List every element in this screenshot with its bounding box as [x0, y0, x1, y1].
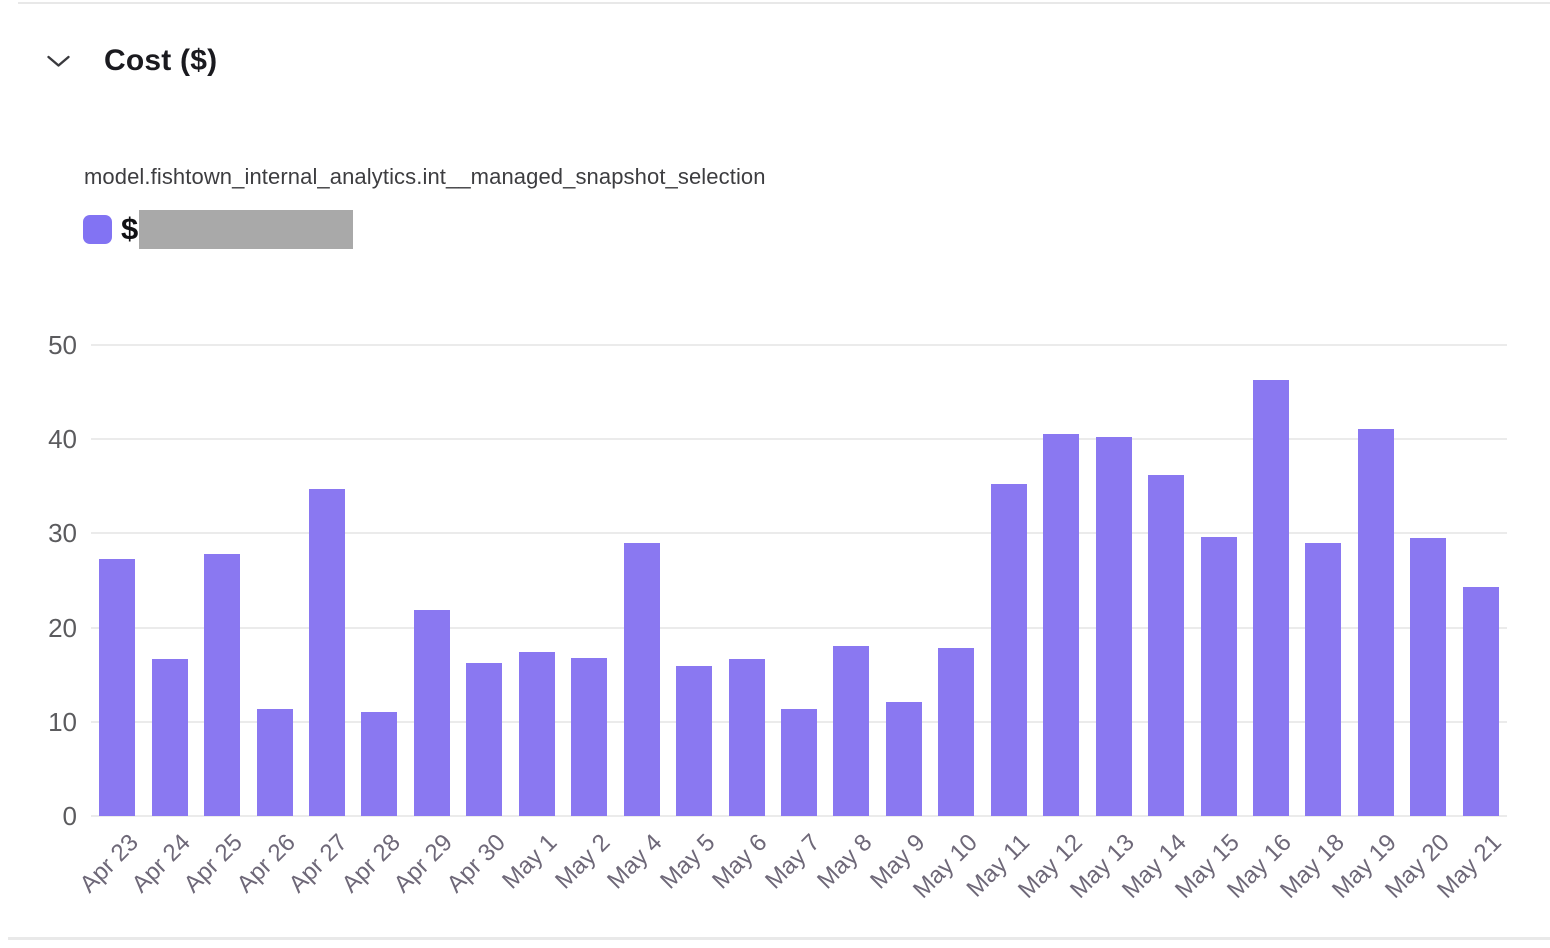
bar[interactable]	[991, 484, 1027, 816]
bar[interactable]	[1201, 537, 1237, 816]
y-axis-tick-label: 50	[48, 330, 77, 360]
y-axis-tick-label: 30	[48, 518, 77, 549]
bar[interactable]	[1253, 380, 1289, 816]
bar[interactable]	[466, 663, 502, 816]
redacted-value	[139, 209, 354, 249]
bar[interactable]	[361, 712, 397, 816]
gridline	[91, 438, 1507, 441]
x-axis-tick-label: May 2	[550, 829, 616, 895]
x-axis-tick-label: Apr 25	[179, 829, 249, 899]
x-axis-tick-label: May 5	[654, 829, 721, 895]
x-axis-tick-label: May 4	[602, 829, 668, 895]
legend-swatch	[83, 214, 112, 244]
x-axis-tick-label: Apr 29	[388, 829, 458, 899]
x-axis-tick-label: May 8	[812, 829, 878, 895]
bar[interactable]	[938, 648, 974, 816]
x-axis-tick-label: Apr 27	[283, 829, 354, 899]
x-axis-tick-label: May 1	[497, 829, 563, 895]
bar[interactable]	[571, 658, 607, 816]
bar[interactable]	[676, 666, 712, 816]
section-collapse-button[interactable]	[45, 49, 72, 73]
bar[interactable]	[1410, 538, 1446, 816]
gridline	[91, 815, 1507, 817]
bar[interactable]	[1043, 434, 1079, 816]
gridline	[91, 344, 1507, 346]
bottom-divider	[8, 937, 1550, 940]
x-axis-tick-label: Apr 28	[336, 829, 406, 899]
bar[interactable]	[1463, 587, 1499, 816]
y-axis-tick-label: 10	[48, 706, 77, 737]
bar[interactable]	[152, 659, 188, 816]
bar[interactable]	[257, 709, 293, 816]
gridline	[91, 532, 1507, 535]
bar[interactable]	[1096, 437, 1132, 816]
y-axis-tick-label: 0	[62, 801, 77, 831]
section-header: Cost ($)	[45, 44, 217, 78]
legend-value-prefix: $	[121, 211, 139, 246]
bar[interactable]	[309, 489, 345, 816]
bar[interactable]	[886, 702, 922, 816]
y-axis-tick-label: 40	[48, 424, 77, 455]
chart-legend: model.fishtown_internal_analytics.int__m…	[83, 164, 766, 249]
bar[interactable]	[781, 709, 817, 816]
top-divider	[18, 2, 1550, 4]
bar[interactable]	[414, 610, 450, 816]
x-axis-tick-label: Apr 24	[126, 829, 196, 899]
x-axis-tick-label: May 6	[707, 829, 773, 895]
x-axis-tick-label: Apr 23	[74, 829, 144, 899]
page-title: Cost ($)	[104, 44, 218, 77]
series-title: model.fishtown_internal_analytics.int__m…	[84, 164, 766, 189]
x-axis-tick-label: Apr 30	[441, 829, 511, 899]
bar[interactable]	[1358, 429, 1394, 816]
x-axis-tick-label: May 7	[759, 829, 826, 895]
y-axis-tick-label: 20	[48, 612, 77, 643]
bar[interactable]	[624, 543, 660, 816]
bar[interactable]	[1148, 475, 1184, 816]
bar[interactable]	[1305, 543, 1341, 816]
x-axis-tick-label: Apr 26	[231, 829, 301, 899]
bar[interactable]	[729, 659, 765, 816]
bar[interactable]	[99, 559, 135, 816]
gridline	[91, 626, 1507, 629]
chevron-down-icon	[45, 49, 72, 73]
legend-item[interactable]: $	[83, 209, 503, 249]
bar[interactable]	[519, 652, 555, 816]
bar[interactable]	[204, 554, 240, 816]
bar[interactable]	[833, 646, 869, 816]
